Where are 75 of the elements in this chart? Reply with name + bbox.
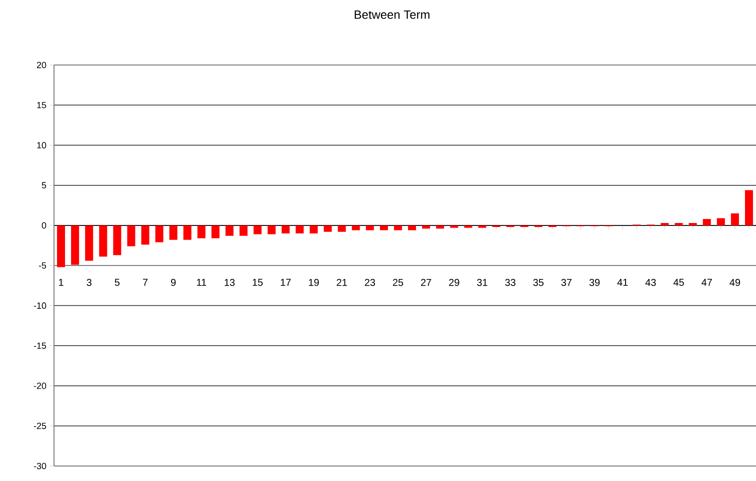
bar <box>57 225 66 268</box>
bar <box>310 225 318 234</box>
x-tick-label: 43 <box>645 278 656 286</box>
x-tick-label: 29 <box>449 278 460 286</box>
bar <box>197 225 206 238</box>
x-tick-label: 13 <box>224 278 235 286</box>
x-tick-label: 39 <box>589 278 600 286</box>
bar <box>282 225 290 234</box>
bar <box>702 218 711 226</box>
x-tick-label: 41 <box>617 278 628 286</box>
bar <box>366 225 374 230</box>
bar <box>394 225 402 230</box>
bar <box>716 218 725 226</box>
x-tick-label: 17 <box>280 278 291 286</box>
bar <box>113 225 122 256</box>
y-tick-label: -30 <box>34 462 46 470</box>
x-tick-label: 27 <box>421 278 432 286</box>
x-tick-label: 5 <box>114 278 120 286</box>
x-tick-label: 45 <box>673 278 684 286</box>
bar <box>240 225 248 236</box>
bar <box>85 225 94 261</box>
x-tick-label: 7 <box>143 278 148 286</box>
bar <box>226 225 234 236</box>
x-tick-label: 21 <box>336 278 347 286</box>
bar <box>464 225 472 228</box>
y-tick-label: 5 <box>42 182 46 188</box>
bar <box>183 225 192 240</box>
bar <box>99 225 108 257</box>
x-tick-label: 25 <box>392 278 404 286</box>
chart-title: Between Term <box>354 10 430 19</box>
y-tick-label: 20 <box>36 62 46 68</box>
bar <box>408 225 416 230</box>
y-tick-label: 0 <box>42 222 46 229</box>
x-tick-label: 31 <box>477 278 488 286</box>
bar <box>478 225 486 228</box>
bar <box>169 225 178 240</box>
x-tick-label: 37 <box>561 278 572 286</box>
bar <box>352 225 360 230</box>
x-tick-label: 1 <box>59 278 64 286</box>
y-tick-label: 10 <box>37 142 46 148</box>
bar <box>674 222 683 226</box>
x-tick-label: 11 <box>197 278 206 286</box>
x-tick-label: 33 <box>505 278 516 286</box>
bar <box>71 225 80 265</box>
bar <box>268 225 276 234</box>
x-tick-label: 49 <box>730 278 740 286</box>
x-tick-label: 9 <box>171 278 176 286</box>
bar <box>436 225 444 229</box>
x-tick-label: 15 <box>252 278 263 286</box>
bar <box>660 222 669 226</box>
y-tick-label: 15 <box>37 102 46 108</box>
bar <box>422 225 430 229</box>
bar <box>296 225 304 234</box>
x-tick-label: 19 <box>308 278 319 286</box>
x-tick-label: 35 <box>533 278 544 286</box>
y-tick-label: -5 <box>38 262 46 269</box>
y-tick-label: -20 <box>34 382 46 389</box>
bar <box>155 225 164 242</box>
bar <box>744 190 753 226</box>
bar <box>141 225 150 245</box>
bar <box>380 225 388 230</box>
bar <box>211 225 220 238</box>
bar <box>127 225 136 246</box>
bar <box>338 225 346 232</box>
x-tick-label: 3 <box>86 278 92 286</box>
y-tick-label: -15 <box>34 342 46 349</box>
x-tick-label: 47 <box>702 278 712 286</box>
y-tick-label: -25 <box>34 422 46 430</box>
bar <box>688 222 697 226</box>
bar <box>730 213 739 226</box>
x-tick-label: 23 <box>364 278 376 286</box>
bar <box>324 225 332 232</box>
bar <box>450 225 458 228</box>
y-tick-label: -10 <box>34 302 46 309</box>
bar <box>254 225 262 234</box>
